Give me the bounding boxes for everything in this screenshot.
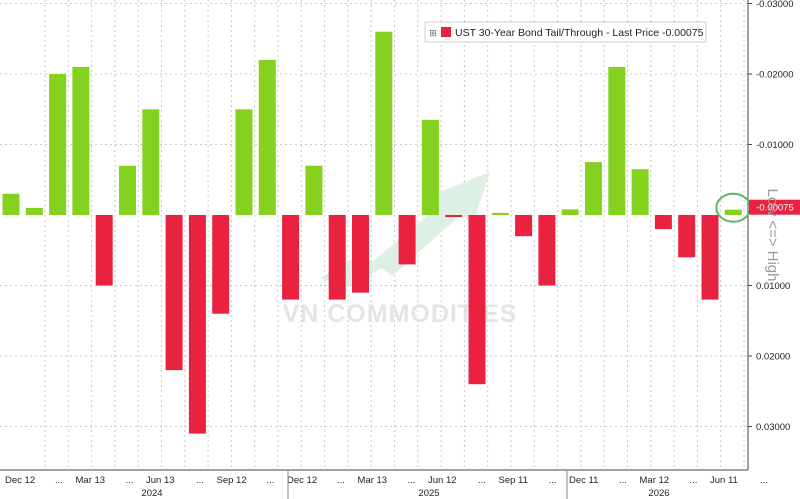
legend-toggle-icon: ⊞ [429, 29, 437, 39]
bar-7 [165, 215, 183, 371]
x-tick-label-13: ... [478, 475, 486, 486]
bar-31 [724, 209, 742, 215]
bar-22 [515, 215, 533, 237]
y-tick-label-4: 0.02000 [756, 352, 790, 363]
legend: ⊞ UST 30-Year Bond Tail/Through - Last P… [424, 21, 707, 43]
y-tick-label-0: -0.03000 [756, 0, 794, 10]
year-label-2025: 2025 [418, 488, 439, 499]
x-tick-label-11: ... [408, 475, 416, 486]
x-tick-label-5: ... [196, 475, 204, 486]
year-label-2024: 2024 [141, 488, 162, 499]
y-tick-label-2: -0.01000 [756, 140, 794, 151]
bar-5 [119, 165, 136, 215]
bar-9 [212, 215, 230, 314]
x-tick-label-14: Sep 11 [499, 475, 528, 486]
year-labels: 2024 2025 2026 [141, 470, 670, 499]
bar-25 [585, 162, 602, 215]
bar-30 [701, 215, 719, 300]
legend-label: UST 30-Year Bond Tail/Through - Last Pri… [455, 27, 704, 39]
year-label-2026: 2026 [648, 488, 669, 499]
bars [2, 31, 742, 434]
x-tick-label-2: Mar 13 [76, 475, 106, 486]
bar-2 [49, 74, 67, 215]
last-price-marker: -0.00075 [715, 192, 800, 223]
bar-15 [352, 215, 369, 293]
x-tick-label-21: ... [760, 475, 768, 486]
x-tick-label-7: ... [267, 475, 275, 486]
bar-29 [678, 215, 696, 258]
x-tick-label-6: Sep 12 [217, 475, 247, 486]
x-tick-label-12: Jun 12 [428, 475, 457, 486]
x-tick-label-1: ... [55, 475, 63, 486]
bar-20 [468, 215, 486, 385]
x-tick-label-0: Dec 12 [5, 475, 35, 486]
y-tick-label-1: -0.02000 [756, 70, 794, 81]
x-tick-label-9: ... [337, 475, 345, 486]
bar-8 [188, 215, 206, 434]
x-axis-ticks: Dec 12... Mar 13... Jun 13... Sep 12... Dec … [5, 475, 768, 486]
bar-16 [375, 31, 393, 216]
legend-box [424, 21, 707, 43]
bar-18 [421, 119, 439, 215]
x-tick-label-3: ... [126, 475, 134, 486]
x-tick-label-4: Jun 13 [146, 475, 175, 486]
bar-4 [95, 215, 113, 286]
y-tick-label-5: 0.03000 [756, 422, 790, 433]
bar-21 [491, 212, 509, 215]
y-tick-label-3: 0.01000 [756, 281, 790, 292]
bar-11 [258, 59, 276, 216]
x-tick-label-16: Dec 11 [569, 475, 598, 486]
bar-19 [445, 215, 463, 218]
bar-17 [398, 215, 416, 265]
bar-14 [328, 215, 346, 300]
bar-28 [654, 215, 672, 230]
side-label: Low <=> High [764, 189, 781, 282]
x-tick-label-20: Jun 11 [710, 475, 738, 486]
x-tick-label-18: Mar 12 [640, 475, 670, 486]
bar-13 [305, 165, 323, 215]
bar-6 [142, 109, 160, 216]
bar-26 [608, 66, 626, 216]
last-price-label: -0.00075 [756, 203, 794, 214]
bar-23 [538, 215, 556, 286]
legend-swatch [441, 27, 451, 37]
bar-3 [72, 66, 90, 216]
last-price-box [749, 199, 800, 215]
bar-1 [25, 207, 43, 215]
x-tick-label-8: Dec 12 [287, 475, 317, 486]
x-tick-label-19: ... [690, 475, 698, 486]
x-tick-label-17: ... [619, 475, 627, 486]
bar-0 [2, 193, 20, 215]
bar-24 [561, 209, 579, 215]
x-tick-label-15: ... [549, 475, 557, 486]
y-axis-ticks: -0.03000 -0.02000 -0.01000 0.01000 0.02000 0.… [748, 0, 794, 433]
bar-12 [282, 215, 300, 300]
x-tick-label-10: Mar 13 [358, 475, 388, 486]
bar-27 [631, 169, 649, 215]
bar-10 [235, 109, 253, 216]
